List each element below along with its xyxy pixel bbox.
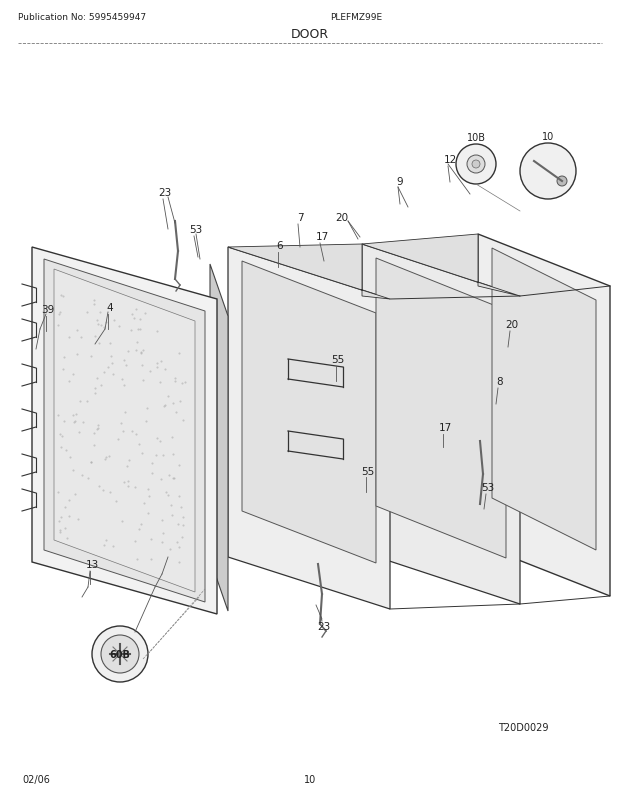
Polygon shape xyxy=(492,249,596,550)
Circle shape xyxy=(101,635,139,673)
Circle shape xyxy=(472,160,480,168)
Text: DOOR: DOOR xyxy=(291,28,329,42)
Circle shape xyxy=(557,176,567,187)
Polygon shape xyxy=(228,248,390,610)
Text: 17: 17 xyxy=(438,423,451,432)
Polygon shape xyxy=(54,269,195,592)
Circle shape xyxy=(520,144,576,200)
Text: 10: 10 xyxy=(304,774,316,784)
Text: 39: 39 xyxy=(42,305,55,314)
Text: 6: 6 xyxy=(277,241,283,251)
Polygon shape xyxy=(376,259,506,558)
Polygon shape xyxy=(478,235,610,596)
Text: 23: 23 xyxy=(317,622,330,631)
Polygon shape xyxy=(242,261,376,563)
Text: 10B: 10B xyxy=(466,133,485,143)
Text: 17: 17 xyxy=(316,232,329,241)
Text: 55: 55 xyxy=(331,354,345,365)
Text: T20D0029: T20D0029 xyxy=(498,722,549,732)
Text: 13: 13 xyxy=(86,559,99,569)
Text: 20: 20 xyxy=(335,213,348,223)
Circle shape xyxy=(456,145,496,184)
Text: Publication No: 5995459947: Publication No: 5995459947 xyxy=(18,14,146,22)
Text: 12: 12 xyxy=(443,155,456,164)
Polygon shape xyxy=(44,260,205,602)
Text: 60B: 60B xyxy=(110,649,130,659)
Text: 4: 4 xyxy=(107,302,113,313)
Polygon shape xyxy=(362,235,520,297)
Text: 53: 53 xyxy=(481,482,495,492)
Text: 10: 10 xyxy=(542,132,554,142)
Text: 20: 20 xyxy=(505,320,518,330)
Text: 55: 55 xyxy=(361,467,374,476)
Circle shape xyxy=(467,156,485,174)
Polygon shape xyxy=(362,245,520,604)
Polygon shape xyxy=(228,245,390,300)
Text: 02/06: 02/06 xyxy=(22,774,50,784)
Text: 23: 23 xyxy=(158,188,172,198)
Text: 8: 8 xyxy=(497,376,503,387)
Text: 7: 7 xyxy=(297,213,303,223)
Polygon shape xyxy=(210,265,228,611)
Text: 53: 53 xyxy=(189,225,203,235)
Text: PLEFMZ99E: PLEFMZ99E xyxy=(330,14,382,22)
Text: 9: 9 xyxy=(397,176,404,187)
Polygon shape xyxy=(32,248,217,614)
Circle shape xyxy=(92,626,148,683)
